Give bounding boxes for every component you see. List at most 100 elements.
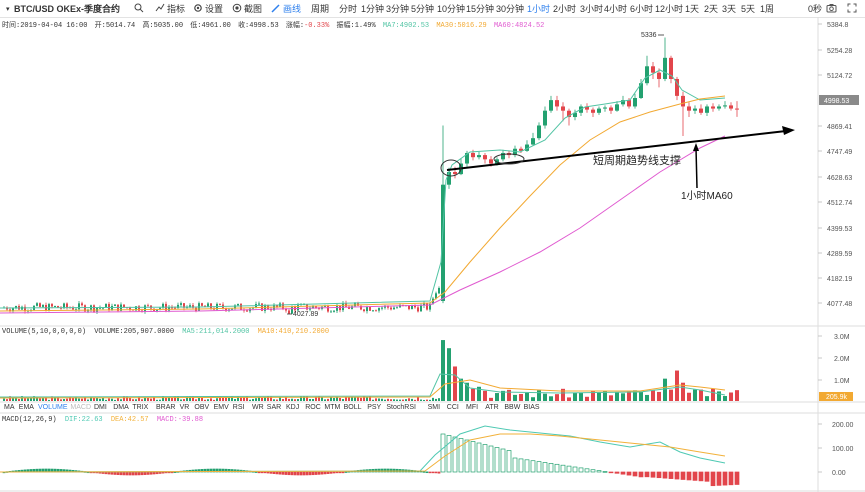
settings-button[interactable]: 设置 [205,4,224,14]
period-8[interactable]: 2小时 [553,4,577,14]
candle-body [129,307,131,310]
period-2[interactable]: 3分钟 [386,4,410,14]
period-6[interactable]: 30分钟 [496,4,525,14]
period-12[interactable]: 12小时 [655,4,684,14]
volume-bar [279,397,281,401]
volume-bar [375,398,377,401]
tab-cci[interactable]: CCI [446,404,459,411]
volume-bar [81,398,83,401]
candle-body [567,110,571,118]
period-7[interactable]: 1小时 [527,4,551,14]
macd-bar [380,468,384,473]
candle-body [39,303,41,307]
tab-emv[interactable]: EMV [213,404,229,411]
tab-roc[interactable]: ROC [305,404,321,411]
volume-bar [717,391,721,401]
screenshot-button[interactable]: 截图 [244,4,263,14]
tab-ema[interactable]: EMA [18,404,34,411]
candle-body [693,108,697,111]
gear-icon[interactable] [193,3,203,16]
tab-dmi[interactable]: DMI [94,404,107,411]
period-10[interactable]: 4小时 [604,4,628,14]
tab-bbw[interactable]: BBW [504,404,521,411]
tab-ma[interactable]: MA [4,404,15,411]
tab-trix[interactable]: TRIX [132,404,149,411]
macd-bar [224,468,228,473]
candle-body [390,307,392,310]
pencil-icon[interactable] [271,3,281,16]
macd-bar [704,471,710,482]
macd-bar [275,471,279,475]
period-5[interactable]: 15分钟 [466,4,495,14]
tab-boll[interactable]: BOLL [343,404,362,411]
volume-bar [579,392,583,401]
tab-kdj[interactable]: KDJ [286,404,300,411]
candle-body [93,305,95,312]
tab-dma[interactable]: DMA [113,404,129,411]
macd-bar [143,471,147,475]
candle-body [162,303,164,308]
macd-bar [614,471,620,474]
macd-bar [263,471,267,474]
volume-bar [261,397,263,401]
tab-sar[interactable]: SAR [266,404,282,411]
period-4[interactable]: 10分钟 [437,4,466,14]
volume-bar [318,396,320,401]
candle-body [63,303,65,309]
volume-bar [99,398,101,401]
tab-atr[interactable]: ATR [485,404,499,411]
indicator-icon[interactable] [155,3,165,16]
macd-bar [578,467,584,473]
tab-rsi[interactable]: RSI [232,404,245,411]
tab-macd[interactable]: MACD [70,404,92,411]
camera-icon[interactable] [232,3,242,16]
dropdown-caret-icon[interactable]: ▾ [6,6,10,13]
period-1[interactable]: 1分钟 [361,4,385,14]
tab-stochrsi[interactable]: StochRSI [386,404,416,411]
tab-wr[interactable]: WR [252,404,264,411]
macd-bar [512,457,518,473]
volume-bar [633,390,637,401]
period-16[interactable]: 5天 [741,4,756,14]
volume-bar [213,399,215,401]
volume-bar [339,397,341,401]
camera-snapshot-icon[interactable] [826,3,837,16]
tab-brar[interactable]: BRAR [156,404,176,411]
candle-body [144,305,146,312]
volume-bar [489,397,493,401]
period-9[interactable]: 3小时 [580,4,604,14]
draw-button[interactable]: 画线 [283,4,302,14]
volume-bar [312,398,314,401]
period-0[interactable]: 分时 [339,4,358,14]
tab-psy[interactable]: PSY [367,404,382,411]
macd-bar [266,471,270,474]
volume-bar [393,399,395,401]
search-icon[interactable] [134,3,144,16]
indicators-button[interactable]: 指标 [167,4,186,14]
tab-obv[interactable]: OBV [194,404,210,411]
tab-smi[interactable]: SMI [427,404,441,411]
candle-body [711,106,715,109]
tab-bias[interactable]: BIAS [523,404,540,411]
symbol-title[interactable]: BTC/USD OKEx-季度合约 [14,4,121,14]
macd-bar [602,471,608,473]
macd-bar [104,471,108,475]
volume-bar [363,396,365,401]
period-11[interactable]: 6小时 [630,4,654,14]
period-15[interactable]: 3天 [722,4,737,14]
period-14[interactable]: 2天 [704,4,719,14]
tab-mtm[interactable]: MTM [324,404,341,411]
tab-volume[interactable]: VOLUME [38,404,68,411]
period-17[interactable]: 1周 [760,4,775,14]
tab-mfi[interactable]: MFI [466,404,479,411]
macd-info: MACD(12,26,9) DIF:22.63 DEA:42.57 MACD:-… [2,416,203,424]
tab-vr[interactable]: VR [179,404,190,411]
candle-body [573,112,577,118]
macd-dif-line [0,425,726,473]
fullscreen-icon[interactable] [847,3,857,16]
candle-body [561,106,565,111]
period-3[interactable]: 5分钟 [411,4,435,14]
period-13[interactable]: 1天 [685,4,700,14]
